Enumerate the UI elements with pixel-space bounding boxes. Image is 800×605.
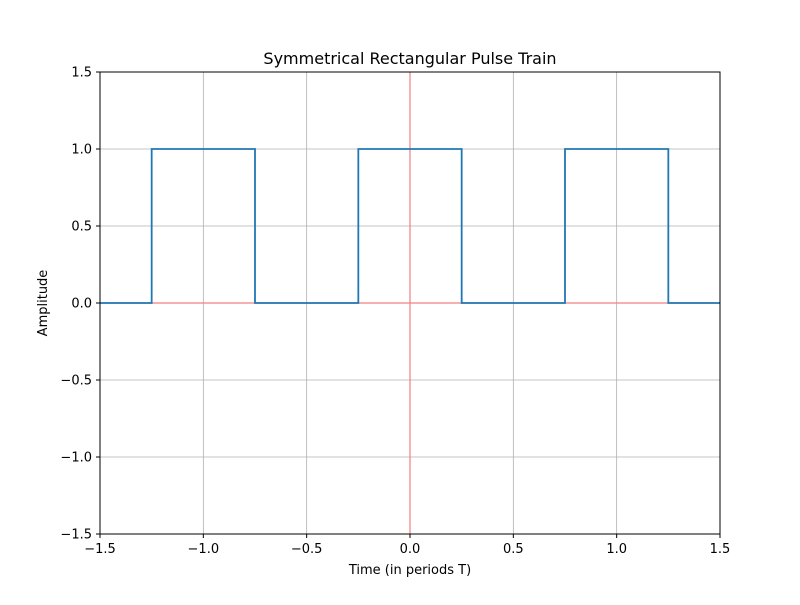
y-axis-label: Amplitude xyxy=(36,270,51,337)
x-tick-label: −0.5 xyxy=(291,542,323,557)
x-tick-label: 1.0 xyxy=(606,542,627,557)
x-tick-label: 1.5 xyxy=(710,542,731,557)
tick-marks xyxy=(96,71,721,538)
series-lines xyxy=(100,148,720,304)
y-tick-labels: −1.5 −1.0 −0.5 0.0 0.5 1.0 1.5 xyxy=(60,66,92,543)
x-tick-labels: −1.5 −1.0 −0.5 0.0 0.5 1.0 1.5 xyxy=(84,542,730,557)
pulse-train-series-line xyxy=(100,148,720,304)
x-tick-label: −1.0 xyxy=(188,542,220,557)
y-tick-label: 1.0 xyxy=(71,143,92,158)
x-tick-label: 0.5 xyxy=(503,542,524,557)
chart-title: Symmetrical Rectangular Pulse Train xyxy=(263,49,556,68)
y-tick-label: −1.0 xyxy=(60,451,92,466)
y-tick-label: 0.0 xyxy=(71,297,92,312)
y-tick-label: −1.5 xyxy=(60,528,92,543)
x-tick-label: 0.0 xyxy=(400,542,421,557)
x-tick-label: −1.5 xyxy=(84,542,116,557)
x-axis-label: Time (in periods T) xyxy=(348,563,471,578)
y-tick-label: 1.5 xyxy=(71,66,92,81)
y-tick-label: −0.5 xyxy=(60,374,92,389)
y-tick-label: 0.5 xyxy=(71,220,92,235)
